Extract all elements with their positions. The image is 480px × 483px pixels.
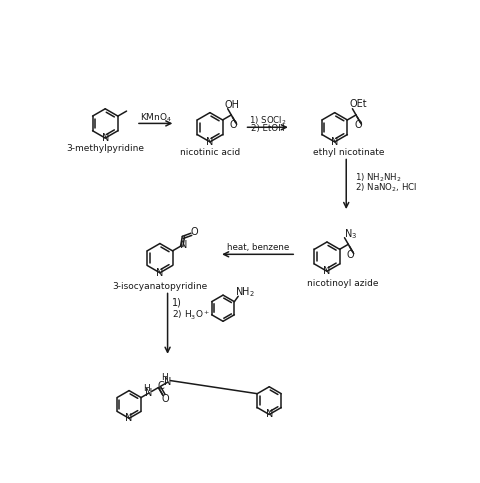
- Text: N: N: [145, 388, 153, 398]
- Text: N: N: [265, 410, 272, 419]
- Text: 1): 1): [172, 298, 182, 308]
- Text: NH$_2$: NH$_2$: [235, 285, 254, 298]
- Text: O: O: [229, 120, 237, 130]
- Text: N$_3$: N$_3$: [343, 227, 356, 241]
- Text: O: O: [354, 120, 361, 130]
- Text: 3-methylpyridine: 3-methylpyridine: [66, 144, 144, 153]
- Text: OEt: OEt: [349, 99, 366, 109]
- Text: O: O: [346, 250, 353, 260]
- Text: OH: OH: [224, 100, 239, 110]
- Text: N: N: [164, 377, 171, 387]
- Text: nicotinic acid: nicotinic acid: [180, 148, 240, 157]
- Text: N: N: [206, 137, 213, 147]
- Text: ethyl nicotinate: ethyl nicotinate: [312, 148, 384, 157]
- Text: 2) NaNO$_2$, HCl: 2) NaNO$_2$, HCl: [354, 181, 416, 194]
- Text: 2) EtOH: 2) EtOH: [251, 124, 284, 132]
- Text: KMnO$_4$: KMnO$_4$: [140, 111, 172, 124]
- Text: N: N: [101, 133, 108, 143]
- Text: C: C: [157, 382, 164, 391]
- Text: N: N: [330, 137, 337, 147]
- Text: N: N: [323, 266, 330, 276]
- Text: N: N: [179, 240, 187, 250]
- Text: heat, benzene: heat, benzene: [226, 243, 288, 252]
- Text: O: O: [161, 394, 168, 404]
- Text: H: H: [143, 384, 149, 393]
- Text: 1) NH$_2$NH$_2$: 1) NH$_2$NH$_2$: [354, 171, 400, 184]
- Text: 2) H$_3$O$^+$: 2) H$_3$O$^+$: [172, 309, 210, 322]
- Text: N: N: [156, 268, 163, 278]
- Text: nicotinoyl azide: nicotinoyl azide: [306, 279, 377, 288]
- Text: H: H: [161, 373, 168, 382]
- Text: N: N: [125, 413, 132, 423]
- Text: 1) SOCl$_2$: 1) SOCl$_2$: [248, 114, 286, 127]
- Text: 3-isocyanatopyridine: 3-isocyanatopyridine: [112, 282, 207, 291]
- Text: O: O: [191, 227, 198, 237]
